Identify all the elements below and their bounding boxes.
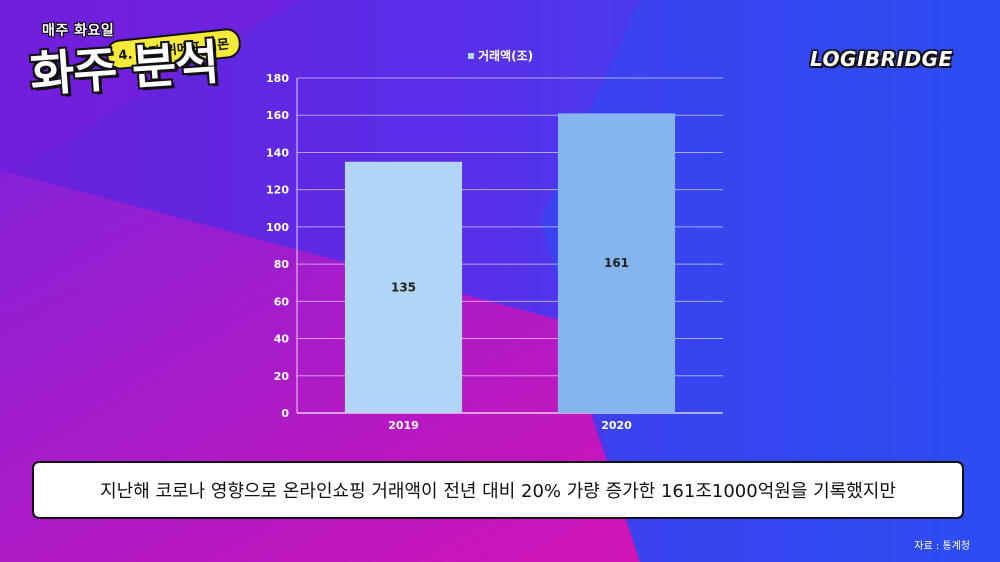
chart-bars: 135 161 [344, 113, 676, 413]
bar-2019 [344, 161, 463, 413]
y-axis-ticks: 0 20 40 60 80 100 120 140 160 180 [266, 72, 289, 420]
y-tick-label: 0 [281, 407, 289, 420]
x-tick-label: 2020 [601, 419, 632, 432]
source-note: 자료 : 통계청 [914, 541, 970, 552]
y-tick-label: 100 [266, 221, 289, 234]
weekly-label: 매주 화요일 [42, 23, 115, 39]
caption-text: 지난해 코로나 영향으로 온라인쇼핑 거래액이 전년 대비 20% 가량 증가한… [100, 481, 896, 502]
y-tick-label: 60 [274, 295, 290, 308]
y-tick-label: 120 [266, 184, 289, 197]
bar-2020 [557, 113, 676, 413]
brand-logo: LOGIBRIDGE [810, 47, 953, 71]
y-tick-label: 180 [266, 72, 289, 85]
y-tick-label: 20 [274, 370, 290, 383]
bar-value-label: 135 [391, 280, 416, 294]
bar-value-label: 161 [604, 256, 629, 270]
y-tick-label: 140 [266, 146, 289, 159]
chart-legend: 거래액(조) [468, 48, 533, 63]
y-tick-label: 80 [274, 258, 290, 271]
x-tick-label: 2019 [388, 419, 419, 432]
y-tick-label: 160 [266, 109, 289, 122]
legend-marker [468, 53, 474, 59]
caption-box: 지난해 코로나 영향으로 온라인쇼핑 거래액이 전년 대비 20% 가량 증가한… [32, 461, 964, 519]
y-tick-label: 40 [274, 333, 290, 346]
x-axis-ticks: 2019 2020 [388, 419, 632, 432]
legend-label: 거래액(조) [478, 48, 533, 63]
